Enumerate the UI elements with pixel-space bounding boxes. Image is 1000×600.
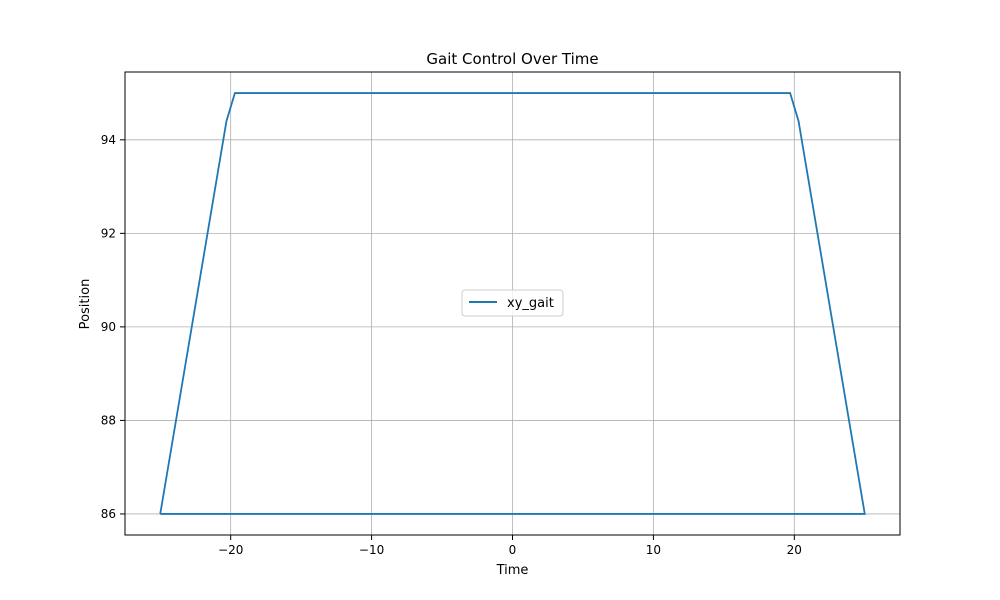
x-tick-label: 0 bbox=[509, 543, 517, 557]
series-layer bbox=[159, 92, 866, 515]
x-axis-label: Time bbox=[496, 563, 529, 578]
legend: xy_gait bbox=[461, 289, 564, 317]
x-tick-label: −20 bbox=[218, 543, 243, 557]
x-tick-label: 10 bbox=[646, 543, 661, 557]
series-line-xy_gait bbox=[159, 92, 866, 515]
y-tick-label: 92 bbox=[101, 226, 116, 240]
y-tick-label: 86 bbox=[101, 507, 116, 521]
legend-label: xy_gait bbox=[507, 296, 554, 311]
x-tick-label: 20 bbox=[787, 543, 802, 557]
y-tick-label: 94 bbox=[101, 133, 116, 147]
legend-box bbox=[461, 289, 564, 317]
y-axis-label: Position bbox=[78, 279, 93, 330]
x-tick-label: −10 bbox=[359, 543, 384, 557]
y-tick-label: 90 bbox=[101, 320, 116, 334]
chart-title: Gait Control Over Time bbox=[426, 50, 598, 68]
y-tick-label: 88 bbox=[101, 413, 116, 427]
axis-ticks: −20 −10 0 10 20 86 88 90 92 94 bbox=[101, 133, 802, 557]
